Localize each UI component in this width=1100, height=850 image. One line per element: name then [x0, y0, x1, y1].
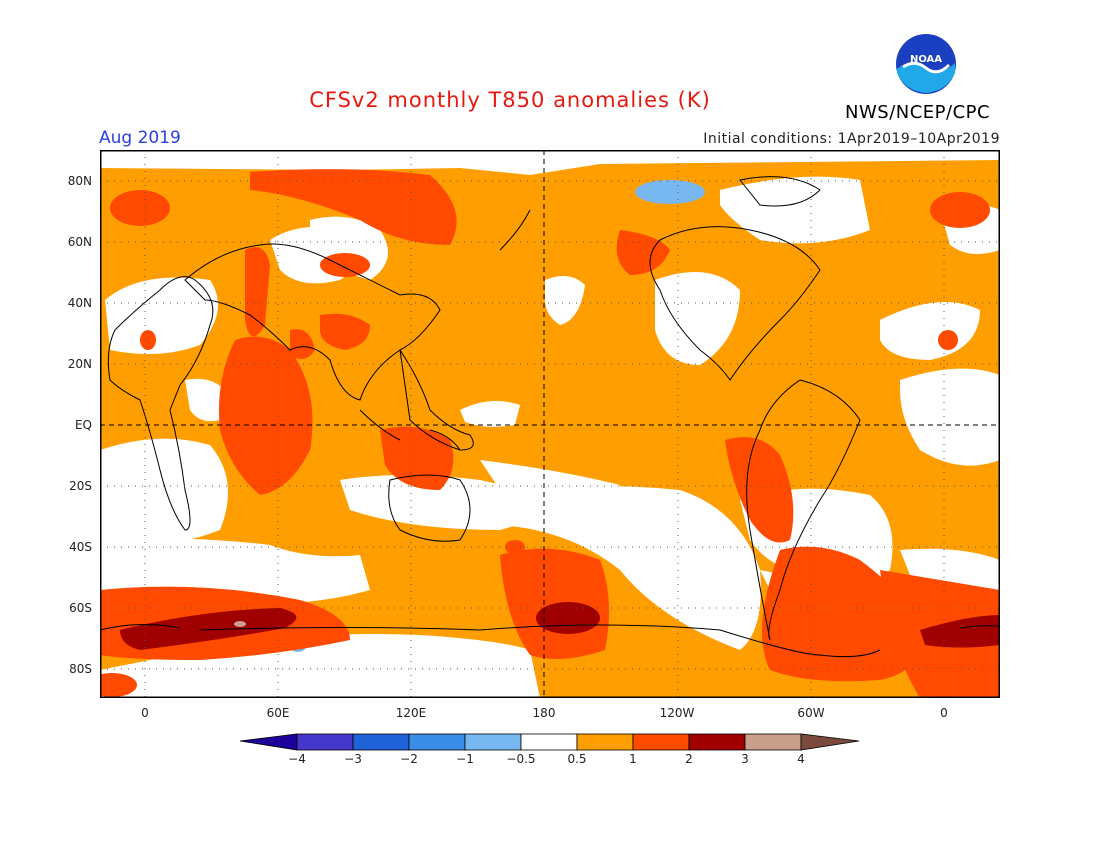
lat-label: 20S — [69, 479, 92, 493]
logo: NOAA — [895, 33, 957, 95]
lat-label: 80N — [67, 174, 92, 188]
lon-label: 60E — [266, 706, 290, 720]
initial-conditions: Initial conditions: 1Apr2019–10Apr2019 — [703, 131, 1000, 147]
coastlines — [100, 176, 1000, 658]
colorbar-swatch — [576, 733, 634, 751]
colorbar-swatch — [744, 733, 802, 751]
lon-label: 120W — [659, 706, 695, 720]
colorbar-label: −4 — [288, 752, 306, 766]
lat-label: 80S — [69, 662, 92, 676]
anomaly-map — [100, 150, 1000, 698]
lat-label: 40N — [67, 296, 92, 310]
map-border — [100, 150, 1000, 698]
lat-label: 60N — [67, 235, 92, 249]
lat-label: 20N — [67, 357, 92, 371]
colorbar-swatch — [464, 733, 522, 751]
logo-text: NOAA — [910, 54, 942, 65]
colorbar-swatch — [352, 733, 410, 751]
lon-label: 60W — [797, 706, 825, 720]
lon-label: 0 — [141, 706, 149, 720]
colorbar-label: 0.5 — [567, 752, 587, 766]
lat-label: EQ — [74, 418, 92, 432]
colorbar-swatch — [632, 733, 690, 751]
colorbar-label: −0.5 — [506, 752, 536, 766]
colorbar-label: 3 — [741, 752, 749, 766]
colorbar-swatch — [520, 733, 578, 751]
colorbar-label: −3 — [344, 752, 362, 766]
lon-label: 120E — [395, 706, 427, 720]
extreme-anomaly-patch — [234, 621, 246, 627]
colorbar-swatch — [408, 733, 466, 751]
lat-label: 40S — [69, 540, 92, 554]
colorbar-label: 2 — [685, 752, 693, 766]
agency-label: NWS/NCEP/CPC — [845, 102, 991, 123]
map-title: CFSv2 monthly T850 anomalies (K) — [309, 88, 711, 112]
equator-dateline — [100, 150, 1000, 698]
colorbar-label: −2 — [400, 752, 418, 766]
colorbar-label: −1 — [456, 752, 474, 766]
colorbar — [239, 733, 860, 773]
colorbar-label: 4 — [797, 752, 805, 766]
lat-label: 60S — [69, 601, 92, 615]
colorbar-label: 1 — [629, 752, 637, 766]
lon-label: 0 — [940, 706, 948, 720]
forecast-month: Aug 2019 — [99, 128, 181, 148]
colorbar-swatch — [800, 733, 860, 751]
colorbar-swatch — [688, 733, 746, 751]
graticule — [100, 150, 1000, 698]
colorbar-swatch — [296, 733, 354, 751]
colorbar-swatch — [239, 733, 298, 751]
lon-label: 180 — [532, 706, 556, 720]
